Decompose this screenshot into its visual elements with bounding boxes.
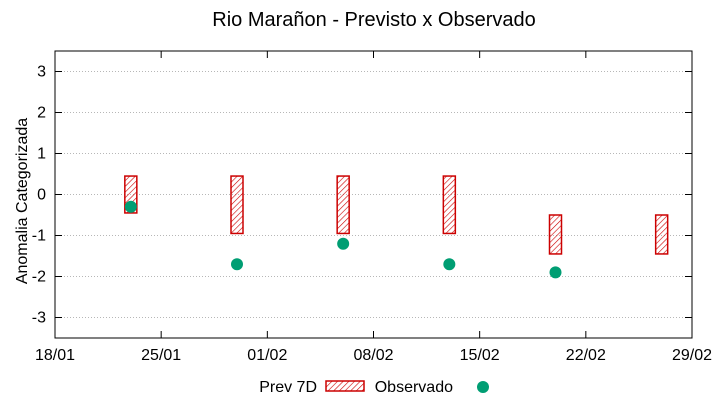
- y-tick-label: 2: [37, 105, 46, 122]
- x-tick-label: 29/02: [672, 347, 712, 364]
- observed-point: [124, 200, 137, 213]
- x-tick-label: 15/02: [460, 347, 500, 364]
- forecast-interval-box: [442, 175, 457, 235]
- forecast-interval-box: [548, 214, 563, 255]
- legend-label-prev: Prev 7D: [259, 379, 317, 396]
- observed-point: [443, 258, 456, 271]
- observed-point: [337, 237, 350, 250]
- x-tick-label: 01/02: [247, 347, 287, 364]
- grid-lines: [55, 71, 692, 318]
- legend-swatch-obs: [477, 381, 489, 393]
- x-tick-label: 25/01: [141, 347, 181, 364]
- observed-point: [549, 266, 562, 279]
- legend-label-obs: Observado: [375, 379, 453, 396]
- x-tick-label: 22/02: [566, 347, 606, 364]
- y-axis-label: Anomalia Categorizada: [14, 118, 31, 284]
- y-tick-label: 1: [37, 146, 46, 163]
- observed-point: [231, 258, 243, 271]
- legend: Prev 7D Observado: [259, 379, 489, 396]
- x-tick-label: 18/01: [35, 347, 75, 364]
- forecast-interval-box: [230, 175, 244, 235]
- y-tick-label: -3: [32, 310, 46, 327]
- x-tick-label: 08/02: [353, 347, 393, 364]
- forecast-interval-box: [336, 175, 350, 235]
- y-tick-label: 0: [37, 187, 46, 204]
- y-tick-label: -2: [32, 269, 46, 286]
- y-tick-label: -1: [32, 228, 46, 245]
- legend-swatch-prev: [325, 380, 365, 392]
- chart-title: Rio Marañon - Previsto x Observado: [212, 9, 535, 31]
- plot-frame: [54, 50, 693, 339]
- y-tick-label: 3: [37, 64, 46, 81]
- forecast-interval-box: [654, 214, 669, 255]
- data-marks: [124, 175, 669, 279]
